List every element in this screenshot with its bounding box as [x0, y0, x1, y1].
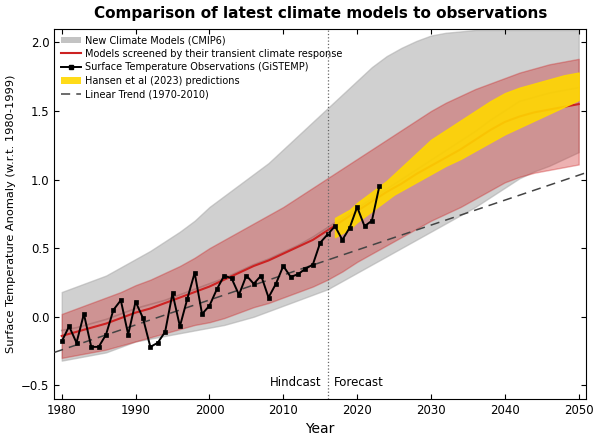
Y-axis label: Surface Temperature Anomaly (w.r.t. 1980-1999): Surface Temperature Anomaly (w.r.t. 1980… — [5, 75, 16, 353]
Text: Hindcast: Hindcast — [270, 377, 322, 389]
Legend: New Climate Models (CMIP6), Models screened by their transient climate response,: New Climate Models (CMIP6), Models scree… — [59, 34, 345, 101]
X-axis label: Year: Year — [305, 423, 335, 436]
Title: Comparison of latest climate models to observations: Comparison of latest climate models to o… — [94, 6, 547, 21]
Text: Forecast: Forecast — [334, 377, 383, 389]
